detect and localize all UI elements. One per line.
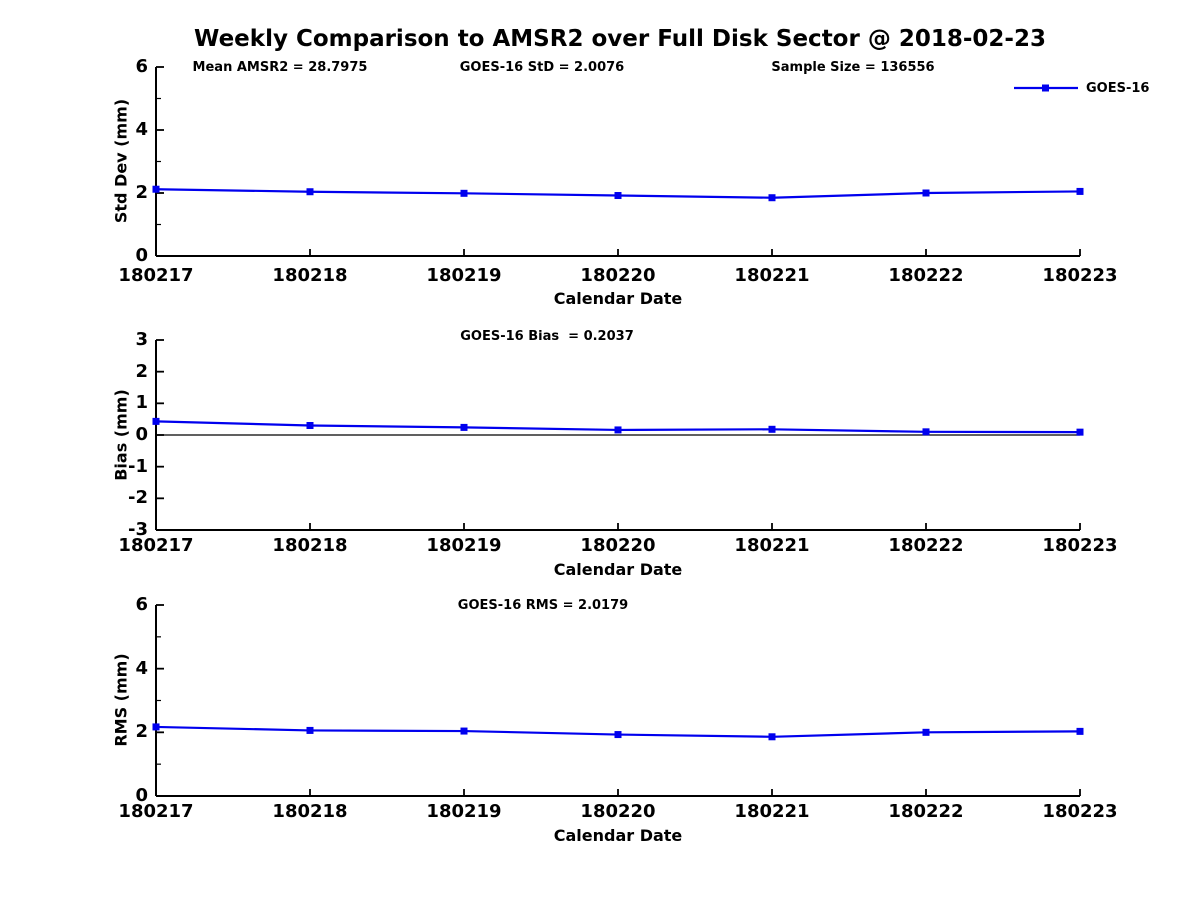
x-tick-label: 180220 <box>580 801 656 822</box>
x-tick-label: 180222 <box>888 265 964 286</box>
y-tick-label: 6 <box>135 56 148 77</box>
series-marker <box>922 728 930 736</box>
x-tick-label: 180217 <box>118 535 194 556</box>
y-tick-label: 6 <box>135 594 148 615</box>
annotation-text: GOES-16 Bias = 0.2037 <box>460 329 634 344</box>
xlabel-bias: Calendar Date <box>553 560 683 579</box>
figure-title: Weekly Comparison to AMSR2 over Full Dis… <box>194 26 1046 52</box>
legend-label: GOES-16 <box>1086 80 1150 96</box>
x-tick-label: 180217 <box>118 265 194 286</box>
annotation-text: Mean AMSR2 = 28.7975 <box>192 60 368 75</box>
series-marker <box>614 192 622 200</box>
xlabel-stddev: Calendar Date <box>553 289 683 308</box>
series-marker <box>1076 727 1084 735</box>
x-tick-label: 180223 <box>1042 265 1118 286</box>
series-marker <box>306 726 314 734</box>
y-tick-label: 4 <box>135 657 148 679</box>
y-tick-label: 0 <box>135 785 148 806</box>
series-marker <box>1076 187 1084 195</box>
x-tick-label: 180218 <box>272 801 348 822</box>
series-marker <box>614 426 622 434</box>
series-marker <box>922 428 930 436</box>
series-marker <box>460 423 468 431</box>
x-tick-label: 180218 <box>272 265 348 286</box>
series-marker <box>152 417 160 425</box>
plot-area-rms <box>152 604 1084 797</box>
series-marker <box>306 422 314 429</box>
plot-area-stddev <box>152 66 1084 257</box>
series-marker <box>152 185 160 193</box>
annotation-text: Sample Size = 136556 <box>771 60 935 75</box>
series-marker <box>768 425 776 433</box>
series-marker <box>152 723 160 731</box>
y-tick-label: 1 <box>135 392 148 414</box>
x-tick-label: 180220 <box>580 265 656 286</box>
plot-area-bias <box>152 339 1084 531</box>
x-tick-label: 180223 <box>1042 801 1118 822</box>
legend: GOES-16 <box>1012 80 1149 96</box>
y-tick-label: -1 <box>128 455 148 477</box>
y-tick-label: -2 <box>128 487 148 509</box>
xlabel-rms: Calendar Date <box>553 826 683 845</box>
y-tick-label: 2 <box>135 360 148 382</box>
y-tick-label: 2 <box>135 182 148 203</box>
legend-line-icon <box>1014 84 1078 92</box>
ylabel-stddev: Std Dev (mm) <box>111 98 131 224</box>
x-tick-label: 180220 <box>580 535 656 556</box>
series-marker <box>460 727 468 735</box>
y-tick-label: 3 <box>135 329 148 350</box>
x-tick-label: 180223 <box>1042 535 1118 556</box>
series-marker <box>460 189 468 197</box>
series-marker <box>1076 428 1084 436</box>
x-tick-label: 180222 <box>888 801 964 822</box>
x-tick-label: 180219 <box>426 265 502 286</box>
x-tick-label: 180217 <box>118 801 194 822</box>
series-marker <box>614 731 622 739</box>
x-tick-label: 180218 <box>272 535 348 556</box>
x-tick-label: 180219 <box>426 535 502 556</box>
x-tick-label: 180222 <box>888 535 964 556</box>
annotation-text: GOES-16 RMS = 2.0179 <box>457 598 629 613</box>
series-marker <box>922 189 930 197</box>
x-tick-label: 180221 <box>734 801 810 822</box>
x-tick-label: 180219 <box>426 801 502 822</box>
x-tick-label: 180221 <box>734 535 810 556</box>
series-marker <box>306 188 314 196</box>
series-marker <box>768 194 776 202</box>
series-marker <box>768 733 776 741</box>
y-tick-label: -3 <box>128 519 148 540</box>
annotation-text: GOES-16 StD = 2.0076 <box>459 60 625 75</box>
y-tick-label: 0 <box>135 424 148 445</box>
y-tick-label: 0 <box>135 245 148 266</box>
x-tick-label: 180221 <box>734 265 810 286</box>
y-tick-label: 4 <box>135 119 148 140</box>
y-tick-label: 2 <box>135 721 148 743</box>
